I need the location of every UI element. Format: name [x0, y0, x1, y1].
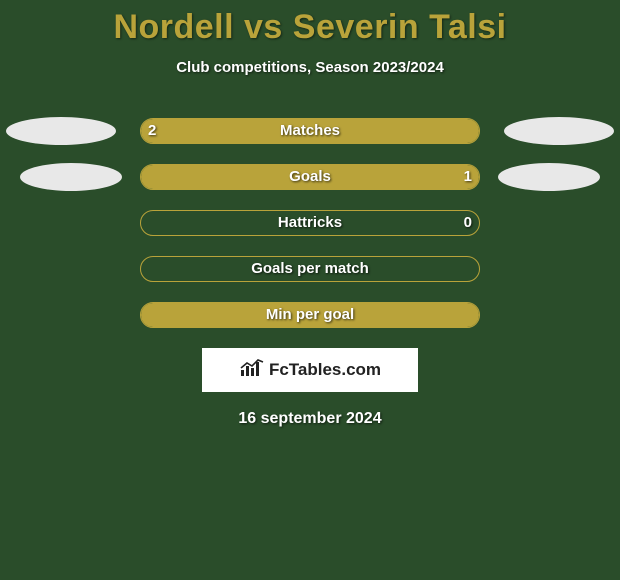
chart-icon — [239, 358, 265, 383]
player-right-name: Severin Talsi — [293, 8, 507, 46]
stat-rows-container: Matches2 Goals1 Hattricks0 Goals per match M… — [0, 118, 620, 328]
stat-value-right: 1 — [464, 164, 472, 190]
vs-text: vs — [244, 8, 283, 46]
avatar-left — [6, 117, 116, 145]
bar-track — [140, 118, 480, 144]
subtitle: Club competitions, Season 2023/2024 — [0, 59, 620, 76]
date-text: 16 september 2024 — [0, 410, 620, 428]
bar-fill — [141, 119, 479, 143]
logo-box: FcTables.com — [202, 348, 418, 392]
stat-value-right: 0 — [464, 210, 472, 236]
stat-row: Goals per match — [0, 256, 620, 282]
avatar-left — [20, 163, 122, 191]
bar-track — [140, 302, 480, 328]
stat-row: Hattricks0 — [0, 210, 620, 236]
page-title: Nordell vs Severin Talsi — [0, 0, 620, 47]
bar-track — [140, 256, 480, 282]
bar-fill — [141, 303, 479, 327]
bar-track — [140, 210, 480, 236]
bar-track — [140, 164, 480, 190]
logo-text: FcTables.com — [269, 360, 381, 380]
stat-row: Goals1 — [0, 164, 620, 190]
player-left-name: Nordell — [113, 8, 234, 46]
avatar-right — [504, 117, 614, 145]
stat-row: Min per goal — [0, 302, 620, 328]
stat-value-left: 2 — [148, 118, 156, 144]
bar-fill — [141, 165, 479, 189]
avatar-right — [498, 163, 600, 191]
stat-row: Matches2 — [0, 118, 620, 144]
